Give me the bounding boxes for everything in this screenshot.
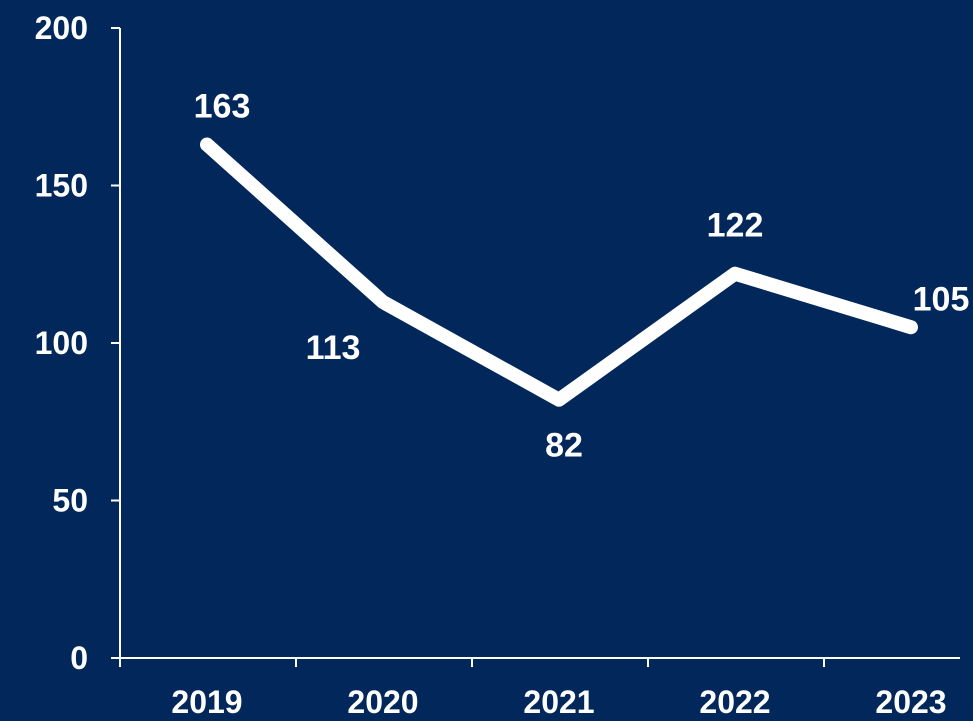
y-tick-label: 50 [52, 483, 88, 519]
data-point [206, 143, 208, 146]
data-label: 122 [707, 207, 764, 245]
y-tick-label: 0 [70, 640, 88, 676]
x-tick-label: 2022 [699, 684, 770, 720]
x-tick-label: 2020 [347, 684, 418, 720]
data-point [734, 272, 736, 275]
data-label: 163 [194, 88, 251, 126]
data-point [558, 398, 560, 401]
data-label: 82 [545, 427, 583, 465]
series-group [200, 137, 918, 407]
x-ticks: 2019 2020 2021 2022 2023 [119, 658, 947, 720]
data-labels: 163 113 82 122 105 [194, 88, 970, 465]
x-tick-label: 2021 [523, 684, 594, 720]
data-point [910, 326, 912, 329]
data-point [382, 301, 384, 304]
y-tick-label: 100 [35, 325, 88, 361]
data-label: 113 [306, 329, 361, 367]
y-tick-label: 150 [35, 168, 88, 204]
x-tick-label: 2023 [875, 684, 946, 720]
data-label: 105 [913, 280, 970, 318]
x-tick-label: 2019 [171, 684, 242, 720]
y-ticks: 0 50 100 150 200 [35, 10, 120, 676]
y-tick-label: 200 [35, 10, 88, 46]
